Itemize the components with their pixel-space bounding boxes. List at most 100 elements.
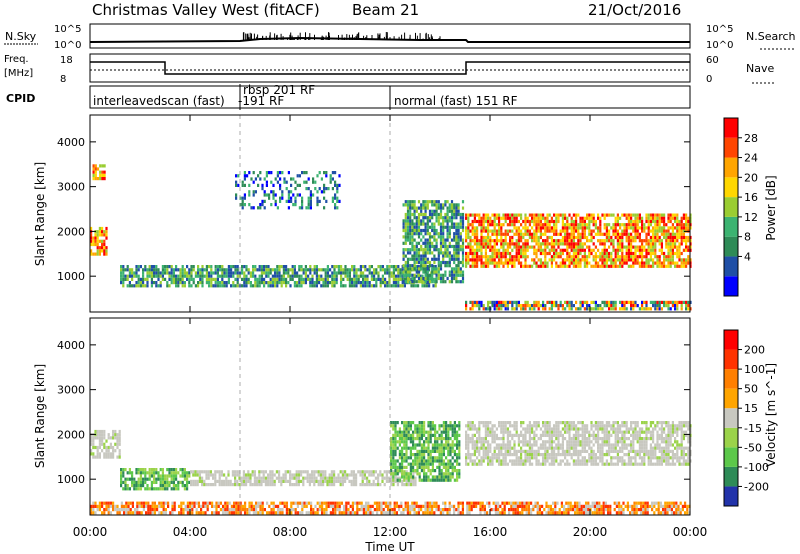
velocity-echo-cell: [166, 487, 169, 491]
power-echo-cell: [674, 216, 677, 220]
power-echo-cell: [482, 255, 485, 259]
velocity-echo-cell: [575, 427, 578, 431]
velocity-echo-cell: [409, 453, 412, 457]
power-echo-cell: [665, 239, 668, 243]
velocity-echo-cell: [568, 462, 571, 466]
power-echo-cell: [561, 239, 564, 243]
power-echo-cell: [579, 239, 582, 243]
velocity-echo-cell: [557, 424, 560, 428]
power-echo-cell: [555, 226, 558, 230]
power-echo-cell: [687, 261, 690, 265]
power-echo-cell: [257, 206, 260, 210]
power-echo-cell: [225, 271, 228, 275]
power-echo-cell: [660, 229, 663, 233]
velocity-echo-cell: [491, 462, 494, 466]
power-echo-cell: [450, 216, 454, 220]
power-echo-cell: [431, 241, 434, 245]
power-echo-cell: [647, 216, 650, 220]
power-echo-cell: [634, 245, 637, 249]
velocity-echo-cell: [394, 476, 397, 480]
power-echo-cell: [406, 209, 410, 213]
power-echo-cell: [572, 248, 575, 252]
power-echo-cell: [566, 242, 569, 246]
velocity-echo-cell: [506, 449, 509, 453]
velocity-echo-cell: [236, 483, 239, 487]
velocity-echo-cell: [546, 459, 549, 463]
power-echo-cell: [221, 265, 224, 269]
power-echo-cell: [444, 200, 447, 204]
power-echo-cell: [448, 209, 451, 213]
velocity-echo-cell: [198, 473, 201, 477]
velocity-echo-cell: [392, 456, 395, 460]
velocity-echo-cell: [550, 433, 553, 437]
power-echo-cell: [101, 242, 104, 247]
power-echo-cell: [137, 265, 140, 269]
velocity-echo-cell: [278, 473, 281, 477]
power-echo-cell: [546, 219, 549, 224]
power-echo-cell: [126, 277, 129, 281]
power-echo-cell: [671, 229, 674, 233]
power-echo-cell: [435, 273, 438, 277]
power-echo-cell: [276, 274, 279, 278]
power-echo-cell: [420, 257, 423, 261]
power-echo-cell: [397, 274, 400, 278]
velocity-echo-cell: [484, 453, 487, 457]
power-echo-cell: [641, 242, 644, 246]
power-echo-cell: [480, 226, 483, 230]
velocity-echo-cell: [322, 473, 325, 477]
power-echo-cell: [652, 251, 655, 256]
power-echo-cell: [649, 223, 652, 227]
power-echo-cell: [417, 276, 421, 281]
power-echo-cell: [632, 245, 635, 249]
power-echo-cell: [469, 300, 472, 304]
power-echo-cell: [177, 274, 180, 278]
power-echo-cell: [641, 229, 644, 233]
power-echo-cell: [177, 284, 180, 288]
power-echo-cell: [238, 271, 241, 275]
velocity-echo-cell: [390, 421, 393, 425]
power-echo-cell: [279, 199, 282, 203]
velocity-echo-cell: [487, 440, 490, 444]
power-echo-cell: [680, 235, 683, 240]
power-echo-cell: [446, 254, 449, 258]
power-echo-cell: [575, 300, 578, 304]
power-echo-cell: [579, 242, 582, 246]
power-echo-cell: [509, 213, 512, 217]
power-echo-cell: [467, 229, 470, 233]
power-echo-cell: [397, 271, 400, 275]
power-echo-cell: [205, 265, 208, 269]
power-echo-cell: [444, 225, 447, 229]
power-echo-cell: [555, 232, 558, 236]
power-echo-cell: [448, 228, 451, 233]
velocity-echo-cell: [548, 443, 551, 447]
power-echo-cell: [583, 307, 586, 311]
velocity-echo-cell: [96, 445, 99, 450]
power-echo-cell: [660, 239, 663, 243]
power-echo-cell: [544, 307, 547, 311]
velocity-echo-cell: [458, 443, 461, 447]
velocity-echo-cell: [442, 465, 445, 469]
power-echo-cell: [469, 245, 472, 249]
velocity-echo-cell: [403, 475, 406, 479]
power-echo-cell: [641, 248, 644, 252]
velocity-echo-cell: [98, 429, 101, 434]
power-echo-cell: [417, 257, 421, 261]
velocity-echo-cell: [390, 456, 393, 460]
power-echo-cell: [413, 244, 416, 249]
velocity-echo-cell: [531, 430, 534, 434]
velocity-echo-cell: [262, 476, 265, 480]
power-echo-cell: [221, 281, 224, 285]
power-echo-cell: [439, 232, 443, 236]
power-echo-cell: [583, 261, 586, 265]
power-echo-cell: [375, 268, 378, 272]
power-echo-cell: [274, 203, 277, 207]
velocity-echo-cell: [98, 439, 101, 443]
velocity-echo-cell: [482, 440, 485, 444]
power-echo-cell: [669, 239, 672, 243]
power-echo-cell: [605, 235, 608, 240]
velocity-echo-cell: [416, 449, 419, 453]
power-echo-cell: [190, 277, 193, 281]
power-echo-cell: [285, 180, 288, 184]
power-echo-cell: [685, 261, 688, 265]
power-echo-cell: [663, 213, 666, 217]
